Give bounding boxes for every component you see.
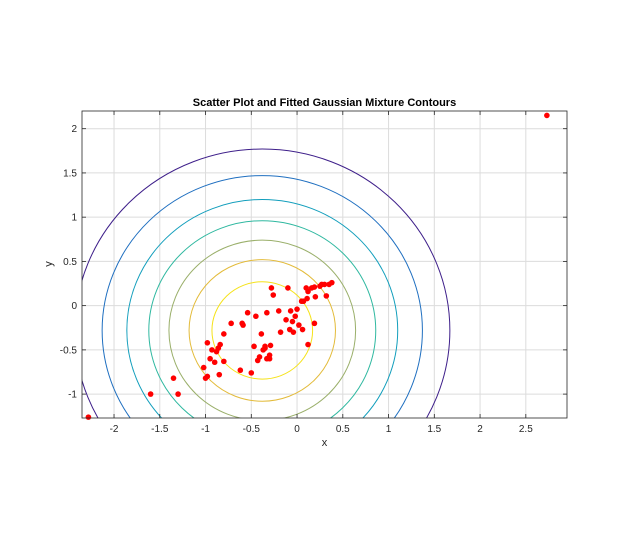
y-tick-label: 1 (71, 213, 77, 224)
x-axis-label: x (322, 437, 328, 449)
data-point (244, 309, 251, 316)
x-tick-label: 0.5 (336, 424, 350, 435)
y-tick-label: -0.5 (60, 345, 78, 356)
data-point (221, 331, 227, 337)
contour-line (148, 220, 377, 418)
x-tick-label: -1 (201, 424, 210, 435)
data-point (251, 343, 257, 350)
x-tick-label: -2 (110, 424, 119, 435)
data-point (292, 313, 299, 320)
data-point (323, 293, 330, 299)
data-point (296, 322, 302, 328)
data-point (211, 359, 218, 366)
data-point (305, 288, 311, 295)
data-point (228, 320, 234, 327)
x-tick-label: 1.5 (427, 424, 441, 435)
data-point (266, 355, 273, 362)
data-point (221, 358, 227, 365)
plot-background (82, 111, 567, 418)
grid (82, 111, 567, 418)
data-point (207, 355, 213, 362)
x-tick-label: -1.5 (151, 424, 169, 435)
y-tick-label: 0 (71, 301, 77, 312)
contour-lines (82, 148, 451, 418)
data-point (294, 306, 300, 312)
data-point (311, 284, 318, 290)
data-point (253, 313, 259, 320)
x-tick-label: 2.5 (519, 424, 533, 435)
y-tick-label: 1.5 (63, 168, 77, 179)
data-point (200, 364, 207, 371)
data-point (321, 281, 328, 288)
data-point (237, 367, 244, 374)
y-axis-label: y (43, 261, 55, 267)
y-tick-label: 0.5 (63, 257, 77, 268)
x-tick-label: 0 (294, 424, 300, 435)
data-point (289, 318, 296, 325)
contour-line (82, 148, 451, 418)
data-point (248, 370, 255, 376)
data-point (267, 342, 274, 349)
contour-line (188, 259, 336, 402)
data-point (304, 295, 310, 302)
data-point (544, 112, 550, 119)
data-point (329, 279, 335, 286)
data-point (311, 320, 318, 327)
contour-line (168, 239, 357, 418)
data-point (170, 375, 177, 381)
contour-line (101, 175, 423, 418)
data-point (217, 341, 223, 348)
data-point (258, 331, 265, 337)
data-point (268, 285, 275, 291)
data-point (264, 309, 270, 316)
data-point (147, 391, 154, 397)
data-point (204, 339, 211, 346)
y-tick-label: -1 (68, 390, 77, 401)
chart-title: Scatter Plot and Fitted Gaussian Mixture… (193, 97, 456, 109)
x-tick-label: 2 (477, 424, 483, 435)
data-point (287, 308, 294, 314)
data-point (240, 322, 246, 328)
data-point (204, 373, 211, 380)
data-point (175, 391, 181, 397)
x-tick-label: -0.5 (243, 424, 261, 435)
x-axis-ticks: -2 -1.5 -1 -0.5 0 0.5 1 1.5 2 2.5 (110, 111, 533, 435)
data-point (277, 329, 284, 335)
data-point (262, 343, 268, 350)
data-point (290, 329, 297, 335)
contour-line (126, 199, 399, 418)
contour-line (211, 281, 314, 380)
data-point (85, 414, 92, 420)
y-axis-ticks: -1 -0.5 0 0.5 1 1.5 2 (60, 124, 567, 401)
plot-frame (81, 110, 568, 419)
data-point (209, 347, 215, 353)
data-point (299, 326, 306, 333)
data-point (305, 341, 311, 348)
data-point (312, 293, 319, 300)
data-point (285, 285, 291, 291)
x-tick-label: 1 (386, 424, 392, 435)
data-point (283, 316, 289, 323)
data-point (275, 308, 282, 314)
data-point (270, 292, 277, 298)
data-point (256, 354, 263, 360)
data-point (216, 371, 223, 378)
y-tick-label: 2 (71, 124, 77, 135)
data-points (85, 112, 550, 420)
